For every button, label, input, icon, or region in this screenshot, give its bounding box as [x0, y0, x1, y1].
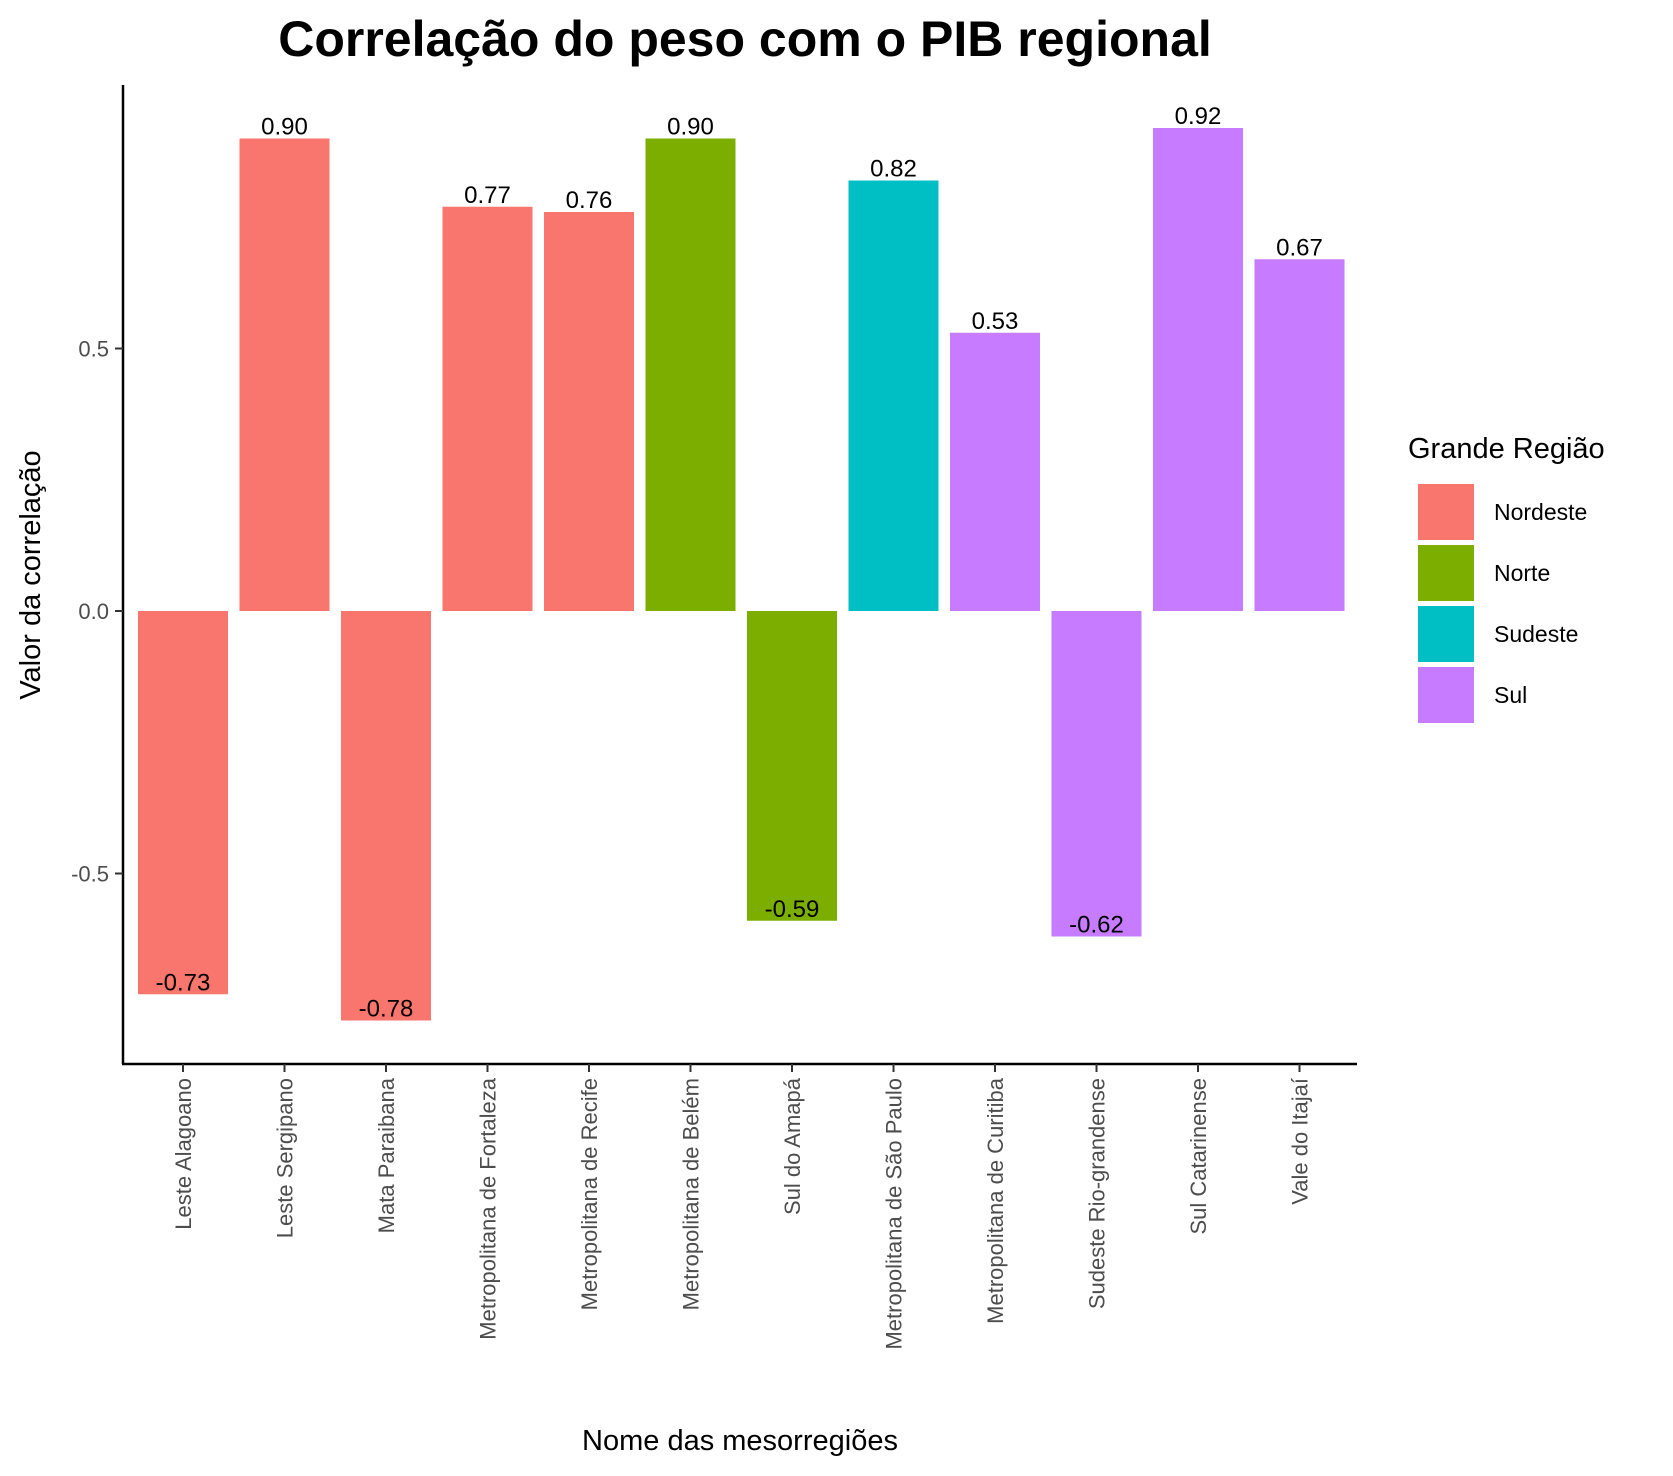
x-tick-label: Mata Paraibana	[374, 1077, 399, 1233]
x-tick-label: Metropolitana de São Paulo	[882, 1078, 907, 1350]
data-label: -0.59	[765, 896, 820, 923]
legend-label-sul: Sul	[1494, 682, 1527, 708]
data-labels-layer: -0.73 0.90 -0.78 0.77 0.76 0.90 -0.59 0.82 0.53 -…	[156, 103, 1323, 1023]
bar-sul-catarinense	[1153, 128, 1243, 611]
x-tick-label: Vale do Itajaí	[1288, 1078, 1313, 1205]
y-tick-label: -0.5	[71, 862, 109, 887]
bar-metropolitana-de-belem	[645, 138, 736, 611]
y-tick-label: 0.0	[78, 599, 109, 624]
y-tick-label: 0.5	[78, 337, 109, 362]
y-axis-title: Valor da correlação	[15, 450, 47, 699]
y-ticks-layer: -0.5 0.0 0.5	[71, 337, 123, 887]
bar-leste-alagoano	[138, 611, 228, 995]
x-tick-label: Leste Sergipano	[273, 1078, 298, 1238]
data-label: 0.77	[464, 182, 511, 209]
data-label: 0.90	[667, 114, 714, 141]
bar-sudeste-rio-grandense	[1051, 611, 1142, 937]
legend-swatch-nordeste	[1418, 484, 1474, 540]
data-label: 0.90	[261, 114, 308, 141]
legend: Grande Região Nordeste Norte Sudeste Sul	[1408, 433, 1605, 723]
data-label: -0.62	[1069, 912, 1124, 939]
x-tick-label: Metropolitana de Belém	[679, 1078, 704, 1310]
bar-sul-do-amapa	[747, 611, 837, 921]
data-label: 0.67	[1276, 234, 1323, 261]
legend-swatch-sul	[1418, 667, 1474, 723]
chart-title: Correlação do peso com o PIB regional	[278, 11, 1212, 67]
data-label: 0.53	[972, 308, 1019, 335]
legend-label-norte: Norte	[1494, 560, 1550, 586]
axes-layer	[121, 85, 1357, 1066]
bars-layer	[138, 128, 1345, 1021]
data-label: -0.73	[156, 969, 211, 996]
bar-metropolitana-de-recife	[544, 212, 634, 611]
bar-mata-paraibana	[341, 611, 431, 1021]
legend-label-sudeste: Sudeste	[1494, 621, 1578, 647]
data-label: 0.92	[1175, 103, 1222, 130]
x-tick-label: Metropolitana de Curitiba	[983, 1077, 1008, 1324]
x-tick-label: Sul do Amapá	[780, 1077, 805, 1215]
data-label: 0.76	[566, 187, 613, 214]
x-tick-label: Sudeste Rio-grandense	[1085, 1078, 1110, 1309]
x-tick-label: Metropolitana de Recife	[577, 1078, 602, 1310]
data-label: -0.78	[359, 996, 414, 1023]
legend-swatch-sudeste	[1418, 606, 1474, 662]
legend-swatch-norte	[1418, 545, 1474, 601]
x-tick-label: Sul Catarinense	[1186, 1078, 1211, 1235]
bar-metropolitana-de-curitiba	[950, 332, 1040, 611]
x-tick-label: Metropolitana de Fortaleza	[476, 1077, 501, 1339]
x-ticks-layer: Leste Alagoano Leste Sergipano Mata Paraib…	[171, 1064, 1313, 1350]
bar-metropolitana-de-fortaleza	[442, 206, 533, 611]
bar-leste-sergipano	[239, 138, 330, 611]
data-label: 0.82	[870, 156, 917, 183]
bar-metropolitana-de-sao-paulo	[848, 180, 939, 611]
x-tick-label: Leste Alagoano	[171, 1078, 196, 1230]
bar-vale-do-itajai	[1254, 259, 1345, 611]
legend-title: Grande Região	[1408, 433, 1605, 465]
x-axis-title: Nome das mesorregiões	[582, 1425, 898, 1457]
legend-label-nordeste: Nordeste	[1494, 499, 1587, 525]
